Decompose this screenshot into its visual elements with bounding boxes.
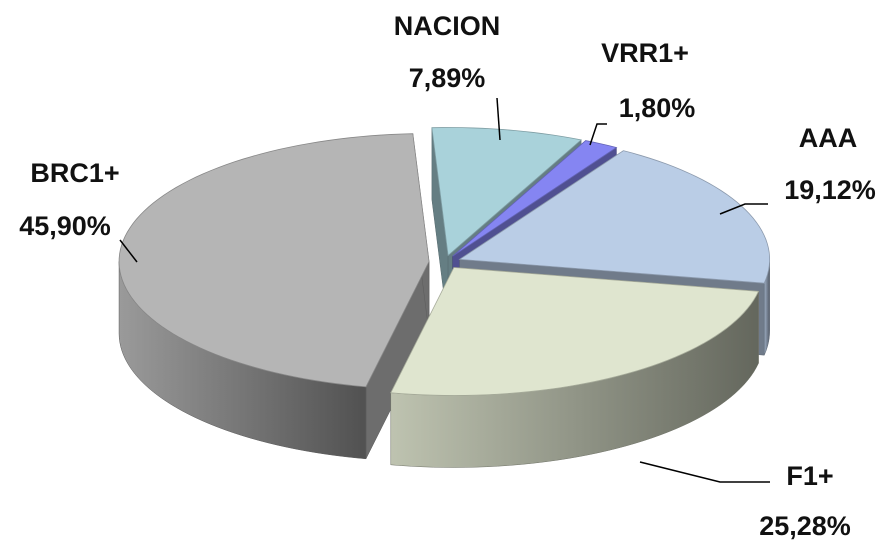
slice — [458, 150, 771, 284]
leader-line — [119, 239, 138, 263]
slice — [431, 127, 582, 257]
leader-line — [639, 461, 770, 483]
slice-label-name: VRR1+ — [601, 38, 689, 68]
slice-label-name: AAA — [799, 123, 858, 153]
slice-label-value: 1,80% — [619, 93, 696, 123]
slice-label-name: NACION — [394, 11, 501, 41]
slice-label-value: 7,89% — [409, 63, 486, 93]
slice-label-name: BRC1+ — [30, 158, 119, 188]
slice-label-name: F1+ — [786, 461, 833, 491]
leader-line — [496, 97, 501, 141]
slice — [390, 267, 760, 396]
slice-label-value: 45,90% — [19, 211, 111, 241]
slice-label-value: 25,28% — [759, 511, 851, 541]
leader-line — [589, 123, 607, 146]
slice — [118, 133, 430, 388]
slice — [452, 140, 618, 257]
leader-line — [719, 203, 768, 215]
slice-label-value: 19,12% — [784, 175, 876, 205]
